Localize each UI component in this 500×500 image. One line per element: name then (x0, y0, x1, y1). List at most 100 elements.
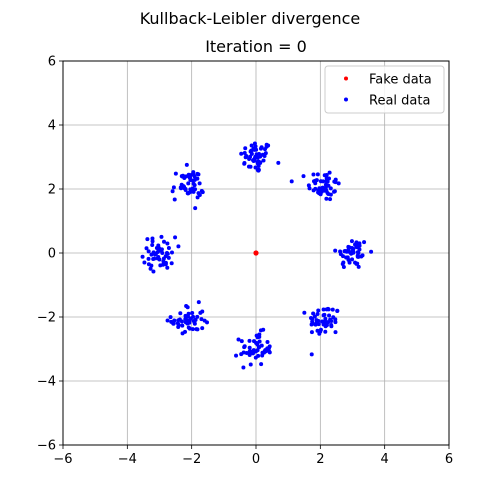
point-real-data (255, 348, 260, 353)
point-real-data (350, 257, 355, 262)
legend: Fake data Real data (324, 65, 445, 114)
point-real-data (255, 160, 260, 165)
point-real-data (171, 321, 176, 326)
y-tick-label: 2 (48, 183, 56, 198)
point-real-data (178, 186, 183, 191)
point-real-data (346, 244, 351, 249)
point-real-data (314, 178, 319, 183)
point-real-data (362, 240, 367, 245)
point-real-data (161, 259, 166, 264)
point-real-data (321, 313, 326, 318)
point-real-data (200, 190, 205, 195)
point-real-data (355, 261, 360, 266)
point-fake-data (253, 250, 259, 256)
point-real-data (241, 365, 246, 370)
point-real-data (254, 147, 259, 152)
point-real-data (191, 172, 196, 177)
point-real-data (156, 246, 161, 251)
y-tick-label: 4 (48, 119, 56, 134)
point-real-data (247, 157, 252, 162)
point-real-data (170, 189, 175, 194)
point-real-data (173, 235, 178, 240)
point-real-data (310, 316, 315, 321)
point-real-data (146, 256, 151, 261)
point-real-data (176, 323, 181, 328)
point-real-data (257, 339, 262, 344)
figure-suptitle: Kullback-Leibler divergence (140, 9, 361, 28)
point-real-data (312, 314, 317, 319)
point-real-data (146, 262, 151, 267)
point-real-data (194, 327, 199, 332)
point-real-data (187, 175, 192, 180)
point-real-data (188, 316, 193, 321)
point-real-data (200, 326, 205, 331)
point-real-data (327, 313, 332, 318)
point-real-data (316, 308, 321, 313)
point-real-data (265, 340, 270, 345)
point-real-data (191, 319, 196, 324)
point-real-data (196, 300, 201, 305)
point-real-data (307, 186, 312, 191)
point-real-data (349, 239, 354, 244)
point-real-data (323, 329, 328, 334)
point-real-data (144, 246, 149, 251)
data-points (140, 141, 374, 370)
point-real-data (247, 338, 252, 343)
point-real-data (343, 249, 348, 254)
point-real-data (324, 178, 329, 183)
point-real-data (247, 345, 252, 350)
point-real-data (186, 181, 191, 186)
point-real-data (185, 191, 190, 196)
point-real-data (239, 151, 244, 156)
point-real-data (165, 265, 170, 270)
point-real-data (179, 174, 184, 179)
legend-label-real: Real data (369, 94, 430, 109)
point-real-data (190, 186, 195, 191)
point-real-data (255, 167, 260, 172)
point-real-data (190, 311, 195, 316)
legend-marker-real (344, 97, 348, 102)
point-real-data (198, 310, 203, 315)
point-real-data (165, 241, 170, 246)
point-real-data (320, 319, 325, 324)
point-real-data (329, 324, 334, 329)
point-real-data (193, 206, 198, 211)
point-real-data (267, 345, 272, 350)
point-real-data (146, 249, 151, 254)
point-real-data (356, 254, 361, 259)
point-real-data (360, 253, 365, 258)
point-real-data (253, 355, 258, 360)
point-real-data (349, 249, 354, 254)
point-real-data (322, 173, 327, 178)
point-real-data (316, 318, 321, 323)
point-real-data (202, 318, 207, 323)
point-real-data (151, 256, 156, 261)
point-real-data (155, 256, 160, 261)
point-real-data (248, 149, 253, 154)
x-tick-label: 0 (252, 452, 260, 467)
point-real-data (195, 314, 200, 319)
point-real-data (354, 240, 359, 245)
point-real-data (262, 147, 267, 152)
point-real-data (243, 146, 248, 151)
point-real-data (325, 306, 330, 311)
axis-ticks: −6 −4 −2 0 2 4 6 −6 −4 −2 0 2 4 6 (37, 55, 453, 468)
point-real-data (254, 333, 259, 338)
point-real-data (333, 248, 338, 253)
point-real-data (345, 255, 350, 260)
point-real-data (276, 160, 281, 165)
point-real-data (323, 316, 328, 321)
point-real-data (145, 237, 150, 242)
point-real-data (248, 164, 253, 169)
point-real-data (140, 254, 145, 259)
point-real-data (161, 262, 166, 267)
point-real-data (150, 243, 155, 248)
point-real-data (242, 344, 247, 349)
point-real-data (176, 244, 181, 249)
point-real-data (324, 196, 329, 201)
point-real-data (332, 189, 337, 194)
point-real-data (173, 171, 178, 176)
point-real-data (251, 348, 256, 353)
point-real-data (319, 186, 324, 191)
